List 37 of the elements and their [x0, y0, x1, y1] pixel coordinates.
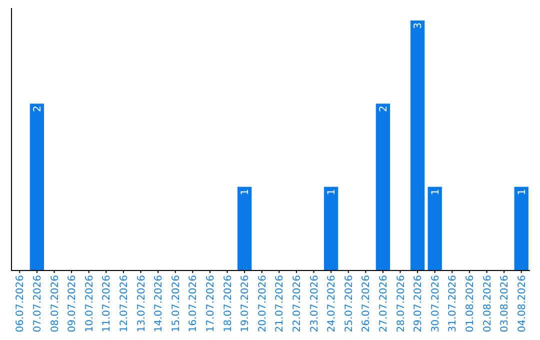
data-label: 3: [413, 22, 424, 29]
x-tick-label: 31.07.2026: [448, 275, 459, 332]
x-tick-label: 15.07.2026: [170, 275, 182, 332]
x-tick-label: 26.07.2026: [361, 275, 372, 332]
x-tick-label: 24.07.2026: [326, 275, 338, 332]
data-label: 2: [32, 106, 44, 112]
x-tick-label: 12.07.2026: [118, 275, 130, 332]
x-tick-label: 08.07.2026: [50, 275, 61, 332]
data-label: 1: [240, 188, 252, 196]
x-tick-label: 17.07.2026: [205, 275, 216, 332]
x-tick-label: 25.07.2026: [344, 275, 355, 332]
x-tick-label: 23.07.2026: [309, 275, 320, 332]
x-tick-label: 14.07.2026: [154, 275, 165, 332]
x-tick-label: 04.08.2026: [516, 275, 528, 332]
x-tick-label: 01.08.2026: [464, 275, 476, 332]
x-tick-label: 10.07.2026: [84, 275, 96, 332]
x-tick-label: 11.07.2026: [102, 275, 113, 332]
x-tick-label: 13.07.2026: [136, 275, 148, 332]
x-tick-label: 21.07.2026: [274, 275, 286, 332]
data-label: 1: [430, 188, 442, 196]
data-label: 1: [516, 188, 528, 196]
x-tick-label: 18.07.2026: [222, 275, 234, 332]
x-tick-label: 19.07.2026: [240, 275, 252, 332]
x-tick-label: 02.08.2026: [482, 275, 494, 332]
x-tick-label: 28.07.2026: [396, 275, 407, 332]
x-tick-label: 29.07.2026: [413, 275, 424, 332]
data-label: 1: [326, 188, 338, 196]
x-tick-label: 07.07.2026: [32, 275, 44, 332]
x-tick-label: 27.07.2026: [378, 275, 390, 332]
x-tick-label: 20.07.2026: [257, 275, 268, 332]
x-tick-label: 22.07.2026: [292, 275, 303, 332]
x-tick-label: 03.08.2026: [500, 275, 511, 332]
x-tick-label: 06.07.2026: [15, 275, 26, 332]
data-label: 2: [378, 106, 390, 112]
x-tick-label: 09.07.2026: [67, 275, 78, 332]
x-tick-label: 30.07.2026: [430, 275, 442, 332]
x-tick-label: 16.07.2026: [188, 275, 200, 332]
